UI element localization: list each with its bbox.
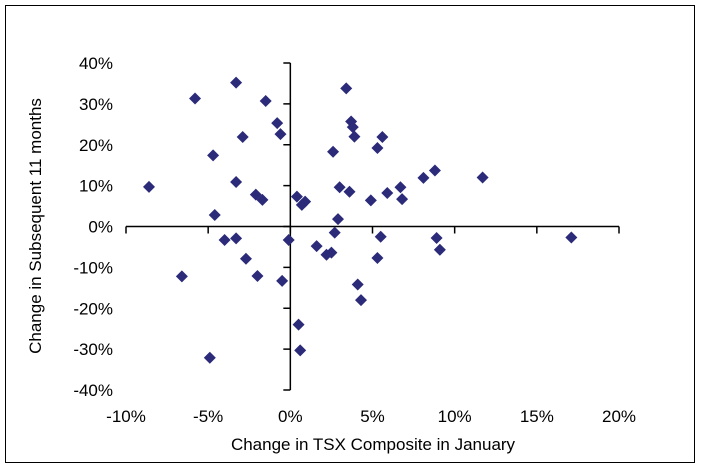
data-point [351, 278, 364, 291]
y-tick-label: -30% [73, 340, 113, 359]
data-point [208, 209, 221, 222]
y-tick-label: -20% [73, 299, 113, 318]
data-point [430, 231, 443, 244]
data-point [143, 180, 156, 193]
data-point [274, 128, 287, 141]
data-point [310, 240, 323, 253]
data-point [331, 213, 344, 226]
data-point [343, 185, 356, 198]
x-tick-label: 15% [520, 407, 554, 426]
data-point [276, 274, 289, 287]
x-axis-title: Change in TSX Composite in January [231, 435, 516, 454]
y-tick-label: 10% [79, 177, 113, 196]
x-tick-label: -10% [106, 407, 146, 426]
data-points [143, 76, 578, 364]
data-point [476, 171, 489, 184]
y-tick-label: 0% [88, 218, 113, 237]
y-tick-label: 20% [79, 136, 113, 155]
data-point [374, 230, 387, 243]
data-point [327, 145, 340, 158]
tick-marks [125, 62, 620, 391]
data-point [346, 121, 359, 134]
x-tick-label: 5% [360, 407, 385, 426]
data-point [251, 269, 264, 282]
data-point [396, 193, 409, 206]
chart-frame: -10% -5% 0% 5% 10% 15% 20% 40% 30% 20% 10% 0% -10% -… [5, 5, 695, 463]
y-tick-label: -40% [73, 381, 113, 400]
data-point [230, 232, 243, 245]
data-point [239, 252, 252, 265]
data-point [290, 190, 303, 203]
y-tick-label: 40% [79, 54, 113, 73]
data-point [299, 195, 312, 208]
data-point [381, 186, 394, 199]
data-point [282, 233, 295, 246]
data-point [294, 344, 307, 357]
data-point [364, 194, 377, 207]
y-tick-label: 30% [79, 95, 113, 114]
data-point [354, 294, 367, 307]
x-tick-label: 0% [278, 407, 303, 426]
data-point [328, 226, 341, 239]
y-axis-title: Change in Subsequent 11 months [26, 98, 45, 354]
x-tick-label: 10% [438, 407, 472, 426]
data-point [371, 251, 384, 264]
data-point [203, 351, 216, 364]
y-tick-label: -10% [73, 258, 113, 277]
x-tick-label: -5% [193, 407, 223, 426]
data-point [565, 231, 578, 244]
data-point [207, 149, 220, 162]
data-point [230, 76, 243, 89]
data-point [394, 181, 407, 194]
data-point [348, 130, 361, 143]
y-tick-labels: 40% 30% 20% 10% 0% -10% -20% -30% -40% [73, 54, 113, 400]
data-point [428, 164, 441, 177]
data-point [417, 171, 430, 184]
data-point [376, 130, 389, 143]
data-point [292, 318, 305, 331]
data-point [333, 181, 346, 194]
data-point [236, 130, 249, 143]
data-point [218, 233, 231, 246]
data-point [189, 92, 202, 105]
x-tick-label: 20% [602, 407, 636, 426]
scatter-chart: -10% -5% 0% 5% 10% 15% 20% 40%30%20%10%0%-10%-… [26, 54, 636, 454]
data-point [230, 175, 243, 188]
data-point [259, 95, 272, 108]
x-tick-labels: -10% -5% 0% 5% 10% 15% 20% [106, 407, 636, 426]
data-point [256, 193, 269, 206]
data-point [325, 246, 338, 259]
data-point [371, 142, 384, 155]
data-point [271, 117, 284, 130]
data-point [340, 82, 353, 95]
data-point [175, 270, 188, 283]
data-point [433, 243, 446, 256]
